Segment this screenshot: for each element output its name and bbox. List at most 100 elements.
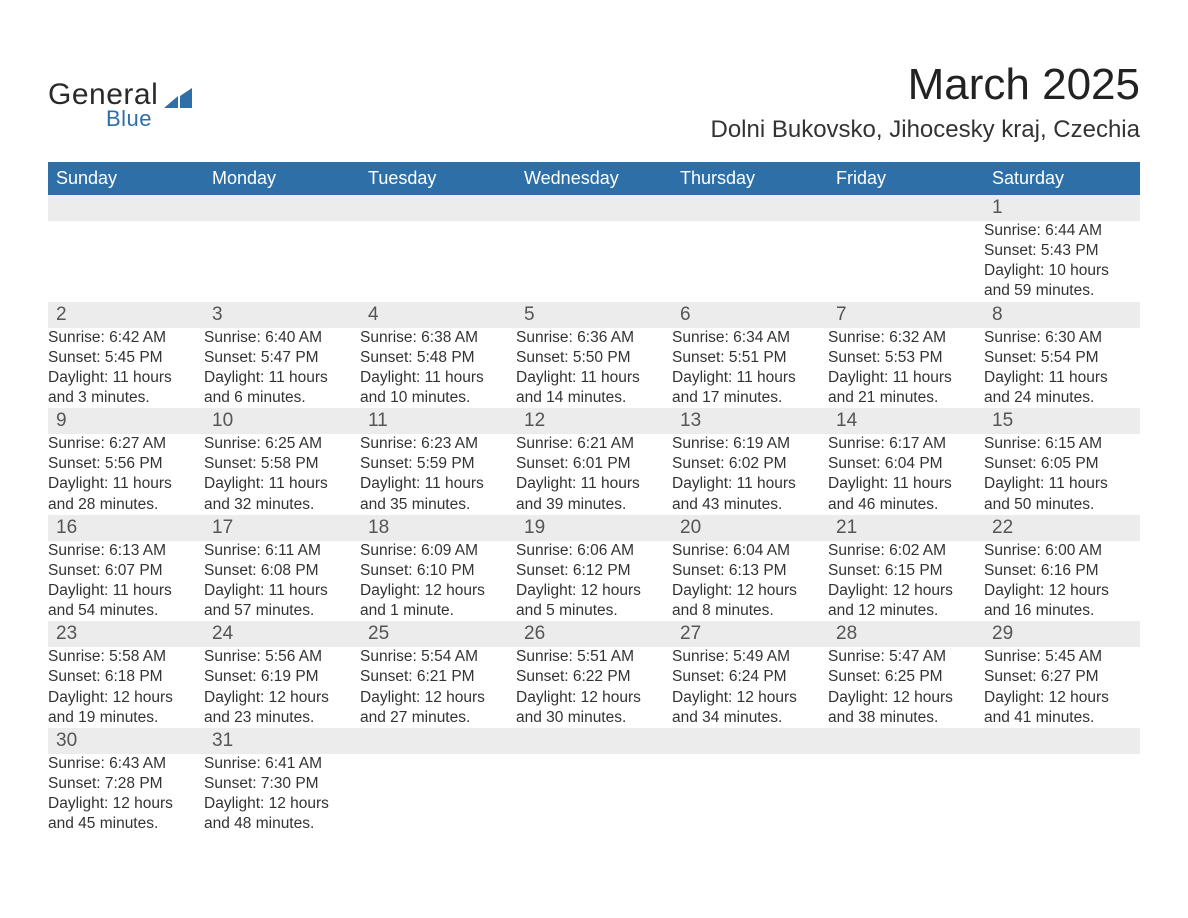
- sunset-text: Sunset: 6:16 PM: [984, 561, 1140, 581]
- day-number-cell: 7: [828, 302, 984, 328]
- day-number: 3: [204, 302, 360, 328]
- sunset-text: Sunset: 6:13 PM: [672, 561, 828, 581]
- sunset-text: Sunset: 5:56 PM: [48, 454, 204, 474]
- day-detail-cell: Sunrise: 6:13 AMSunset: 6:07 PMDaylight:…: [48, 541, 204, 622]
- sunset-text: Sunset: 6:22 PM: [516, 667, 672, 687]
- day-detail-cell: Sunrise: 6:00 AMSunset: 6:16 PMDaylight:…: [984, 541, 1140, 622]
- day-number-cell: [360, 728, 516, 754]
- day-detail-cell: [516, 754, 672, 835]
- sunrise-text: Sunrise: 6:23 AM: [360, 434, 516, 454]
- daylight2-text: and 48 minutes.: [204, 814, 360, 834]
- day-number-cell: 10: [204, 408, 360, 434]
- daylight1-text: Daylight: 12 hours: [204, 688, 360, 708]
- day-number: 4: [360, 302, 516, 328]
- sunrise-text: Sunrise: 6:06 AM: [516, 541, 672, 561]
- day-detail-row: Sunrise: 6:27 AMSunset: 5:56 PMDaylight:…: [48, 434, 1140, 515]
- daylight2-text: and 3 minutes.: [48, 388, 204, 408]
- day-detail-cell: Sunrise: 6:02 AMSunset: 6:15 PMDaylight:…: [828, 541, 984, 622]
- daylight1-text: Daylight: 11 hours: [828, 474, 984, 494]
- sunset-text: Sunset: 7:30 PM: [204, 774, 360, 794]
- sunset-text: Sunset: 6:24 PM: [672, 667, 828, 687]
- day-number-cell: 1: [984, 195, 1140, 221]
- sunset-text: Sunset: 5:53 PM: [828, 348, 984, 368]
- day-number: 11: [360, 408, 516, 434]
- day-detail-cell: [204, 221, 360, 302]
- header: General Blue March 2025 Dolni Bukovsko, …: [48, 60, 1140, 144]
- day-number-cell: 22: [984, 515, 1140, 541]
- daylight1-text: Daylight: 11 hours: [48, 581, 204, 601]
- sunrise-text: Sunrise: 6:36 AM: [516, 328, 672, 348]
- day-detail-cell: [672, 221, 828, 302]
- day-number: 2: [48, 302, 204, 328]
- day-number: 9: [48, 408, 204, 434]
- day-detail-cell: Sunrise: 6:34 AMSunset: 5:51 PMDaylight:…: [672, 328, 828, 409]
- day-number: 21: [828, 515, 984, 541]
- day-number-row: 3031: [48, 728, 1140, 754]
- sunrise-text: Sunrise: 6:21 AM: [516, 434, 672, 454]
- logo-word-blue: Blue: [106, 106, 152, 132]
- sunrise-text: Sunrise: 6:27 AM: [48, 434, 204, 454]
- day-number: 7: [828, 302, 984, 328]
- sunset-text: Sunset: 6:05 PM: [984, 454, 1140, 474]
- day-detail-cell: [984, 754, 1140, 835]
- day-number-cell: 13: [672, 408, 828, 434]
- sunrise-text: Sunrise: 6:42 AM: [48, 328, 204, 348]
- daylight1-text: Daylight: 12 hours: [828, 688, 984, 708]
- day-number: 28: [828, 621, 984, 647]
- day-detail-cell: Sunrise: 6:25 AMSunset: 5:58 PMDaylight:…: [204, 434, 360, 515]
- day-number-cell: 14: [828, 408, 984, 434]
- sunset-text: Sunset: 6:21 PM: [360, 667, 516, 687]
- sunset-text: Sunset: 6:27 PM: [984, 667, 1140, 687]
- daylight1-text: Daylight: 12 hours: [828, 581, 984, 601]
- sunrise-text: Sunrise: 6:13 AM: [48, 541, 204, 561]
- sunset-text: Sunset: 7:28 PM: [48, 774, 204, 794]
- daylight1-text: Daylight: 12 hours: [360, 688, 516, 708]
- sunset-text: Sunset: 6:07 PM: [48, 561, 204, 581]
- day-detail-cell: Sunrise: 5:45 AMSunset: 6:27 PMDaylight:…: [984, 647, 1140, 728]
- daylight2-text: and 28 minutes.: [48, 495, 204, 515]
- sunrise-text: Sunrise: 6:43 AM: [48, 754, 204, 774]
- day-detail-cell: Sunrise: 6:15 AMSunset: 6:05 PMDaylight:…: [984, 434, 1140, 515]
- sunrise-text: Sunrise: 6:38 AM: [360, 328, 516, 348]
- daylight1-text: Daylight: 11 hours: [204, 474, 360, 494]
- sunrise-text: Sunrise: 6:30 AM: [984, 328, 1140, 348]
- day-number-cell: [516, 195, 672, 221]
- day-detail-row: Sunrise: 6:42 AMSunset: 5:45 PMDaylight:…: [48, 328, 1140, 409]
- day-detail-cell: Sunrise: 5:51 AMSunset: 6:22 PMDaylight:…: [516, 647, 672, 728]
- day-number: 8: [984, 302, 1140, 328]
- day-number-cell: 6: [672, 302, 828, 328]
- daylight2-text: and 39 minutes.: [516, 495, 672, 515]
- day-number-cell: [360, 195, 516, 221]
- daylight1-text: Daylight: 11 hours: [48, 474, 204, 494]
- daylight2-text: and 57 minutes.: [204, 601, 360, 621]
- day-number-cell: 12: [516, 408, 672, 434]
- day-number-row: 9101112131415: [48, 408, 1140, 434]
- daylight1-text: Daylight: 11 hours: [204, 368, 360, 388]
- flag-icon: [164, 86, 192, 108]
- day-detail-cell: Sunrise: 5:56 AMSunset: 6:19 PMDaylight:…: [204, 647, 360, 728]
- day-detail-cell: Sunrise: 6:11 AMSunset: 6:08 PMDaylight:…: [204, 541, 360, 622]
- day-detail-cell: Sunrise: 5:58 AMSunset: 6:18 PMDaylight:…: [48, 647, 204, 728]
- day-number: 22: [984, 515, 1140, 541]
- day-number: 12: [516, 408, 672, 434]
- day-detail-cell: Sunrise: 6:19 AMSunset: 6:02 PMDaylight:…: [672, 434, 828, 515]
- daylight2-text: and 16 minutes.: [984, 601, 1140, 621]
- day-number: 24: [204, 621, 360, 647]
- day-number: 15: [984, 408, 1140, 434]
- daylight2-text: and 17 minutes.: [672, 388, 828, 408]
- day-detail-cell: Sunrise: 6:41 AMSunset: 7:30 PMDaylight:…: [204, 754, 360, 835]
- daylight2-text: and 54 minutes.: [48, 601, 204, 621]
- daylight2-text: and 21 minutes.: [828, 388, 984, 408]
- daylight2-text: and 46 minutes.: [828, 495, 984, 515]
- day-number: 1: [984, 195, 1140, 221]
- sunset-text: Sunset: 6:18 PM: [48, 667, 204, 687]
- sunset-text: Sunset: 5:47 PM: [204, 348, 360, 368]
- day-number-cell: 16: [48, 515, 204, 541]
- day-number: 27: [672, 621, 828, 647]
- sunrise-text: Sunrise: 6:11 AM: [204, 541, 360, 561]
- daylight1-text: Daylight: 11 hours: [984, 368, 1140, 388]
- daylight2-text: and 43 minutes.: [672, 495, 828, 515]
- day-number-cell: [984, 728, 1140, 754]
- sunset-text: Sunset: 6:25 PM: [828, 667, 984, 687]
- sunrise-text: Sunrise: 6:04 AM: [672, 541, 828, 561]
